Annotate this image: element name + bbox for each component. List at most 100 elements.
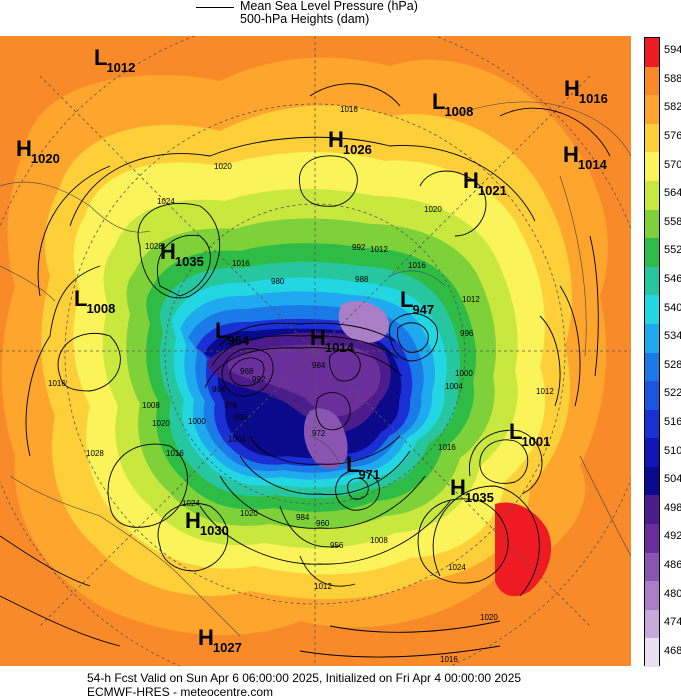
pressure-center-high: H1027 — [198, 625, 242, 655]
colorbar-swatch — [645, 581, 659, 611]
pressure-center-high: H1016 — [564, 76, 608, 106]
isobar-label: 992 — [252, 375, 266, 384]
colorbar-swatch — [645, 524, 659, 554]
colorbar-swatch — [645, 352, 659, 382]
colorbar-level-label: 582 — [664, 101, 681, 114]
isobar-label: 1024 — [182, 499, 200, 508]
colorbar-level-label: 474 — [664, 616, 681, 629]
pressure-center-high: H1030 — [185, 508, 229, 538]
isobar-label: 980 — [271, 277, 285, 286]
colorbar-swatch — [645, 295, 659, 325]
isobar-label: 988 — [355, 275, 369, 284]
isobar-label: 1016 — [48, 379, 66, 388]
colorbar-level-label: 510 — [664, 444, 681, 457]
isobar-labels: 1016 1020 1024 1028 1020 1016 1012 1016 … — [48, 105, 554, 664]
legend-heights-label: 500-hPa Heights (dam) — [240, 12, 370, 26]
colorbar-swatch — [645, 95, 659, 125]
isobar-label: 1012 — [536, 387, 554, 396]
colorbar-level-label: 468 — [664, 644, 681, 657]
pressure-center-low: L1012 — [94, 45, 136, 75]
colorbar-swatch — [645, 66, 659, 96]
isobar-label: 1008 — [370, 536, 388, 545]
isobar-label: 1016 — [438, 443, 456, 452]
colorbar-level-label: 534 — [664, 330, 681, 343]
isobar-label: 1016 — [408, 261, 426, 270]
colorbar-swatch — [645, 152, 659, 182]
isobar-label: 1004 — [228, 435, 246, 444]
height-band-486 — [228, 344, 381, 416]
colorbar-level-label: 576 — [664, 130, 681, 143]
colorbar-swatch — [645, 266, 659, 296]
forecast-valid-text: 54-h Fcst Valid on Sun Apr 6 06:00:00 20… — [87, 671, 522, 685]
pressure-center-low: L1008 — [74, 286, 116, 316]
pressure-center-low: L947 — [400, 287, 435, 317]
colorbar-swatch — [645, 609, 659, 639]
colorbar-level-label: 540 — [664, 301, 681, 314]
isobar-label: 976 — [224, 401, 238, 410]
colorbar-level-label: 594 — [664, 44, 681, 57]
isobar-label: 972 — [312, 429, 326, 438]
legend-mslp-label: Mean Sea Level Pressure (hPa) — [240, 0, 418, 13]
colorbar-level-label: 504 — [664, 473, 681, 486]
isobar-label: 1020 — [480, 613, 498, 622]
isobar-label: 968 — [240, 367, 254, 376]
isobar-label: 1020 — [152, 419, 170, 428]
height-colorbar — [644, 37, 660, 668]
pressure-center-high: H1020 — [16, 136, 60, 166]
colorbar-level-label: 522 — [664, 387, 681, 400]
isobar-label: 1028 — [145, 242, 163, 251]
isobar-label: 992 — [352, 243, 366, 252]
colorbar-level-label: 552 — [664, 244, 681, 257]
pressure-center-low: L971 — [346, 452, 381, 482]
colorbar-swatch — [645, 238, 659, 268]
isobar-label: 1020 — [424, 205, 442, 214]
colorbar-level-label: 528 — [664, 358, 681, 371]
isobar-label: 1016 — [340, 105, 358, 114]
colorbar-swatch — [645, 552, 659, 582]
graticule — [0, 36, 631, 666]
isobar-label: 996 — [234, 413, 248, 422]
colorbar-level-label: 480 — [664, 587, 681, 600]
isobar-label: 1020 — [240, 509, 258, 518]
colorbar-swatch — [645, 209, 659, 239]
height-band-480 — [304, 408, 348, 469]
colorbar-level-label: 498 — [664, 501, 681, 514]
colorbar-swatch — [645, 638, 659, 668]
isobar-label: 984 — [296, 513, 310, 522]
isobar-label: 1016 — [232, 259, 250, 268]
pressure-center-low: L1008 — [432, 89, 474, 119]
colorbar-swatch — [645, 466, 659, 496]
isobar-label: 1024 — [157, 197, 175, 206]
pressure-center-high: H1035 — [160, 239, 204, 269]
colorbar-swatch — [645, 38, 659, 68]
colorbar-level-label: 570 — [664, 158, 681, 171]
isobar-label: 1004 — [445, 382, 463, 391]
pressure-center-low: L1001 — [509, 419, 551, 449]
map-svg: 1016 1020 1024 1028 1020 1016 1012 1016 … — [0, 36, 631, 666]
isobar-label: 996 — [460, 329, 474, 338]
pressure-center-high: H1014 — [310, 325, 354, 355]
isobars — [0, 83, 611, 658]
map-legend-header: Mean Sea Level Pressure (hPa) 500-hPa He… — [0, 0, 681, 36]
isobar-label: 1012 — [462, 295, 480, 304]
colorbar-swatch — [645, 323, 659, 353]
colorbar-swatch — [645, 381, 659, 411]
isobar-label: 1028 — [86, 449, 104, 458]
colorbar-level-label: 486 — [664, 558, 681, 571]
colorbar-swatch — [645, 180, 659, 211]
isobar-label: 1016 — [440, 655, 458, 664]
colorbar-level-label: 588 — [664, 72, 681, 85]
colorbar-swatch — [645, 495, 659, 525]
pressure-center-high: H1026 — [328, 127, 372, 157]
isobar-label: 964 — [212, 385, 226, 394]
isobar-label: 1020 — [214, 162, 232, 171]
colorbar-swatch — [645, 409, 659, 439]
isobar-label: 1024 — [448, 563, 466, 572]
isobar-label: 1012 — [370, 245, 388, 254]
colorbar-level-label: 558 — [664, 215, 681, 228]
model-source-text: ECMWF-HRES - meteocentre.com — [87, 685, 274, 699]
weather-map: 1016 1020 1024 1028 1020 1016 1012 1016 … — [0, 36, 631, 666]
isobar-label: 1016 — [166, 449, 184, 458]
isobar-label: 1012 — [314, 582, 332, 591]
isobar-label: 984 — [312, 361, 326, 370]
